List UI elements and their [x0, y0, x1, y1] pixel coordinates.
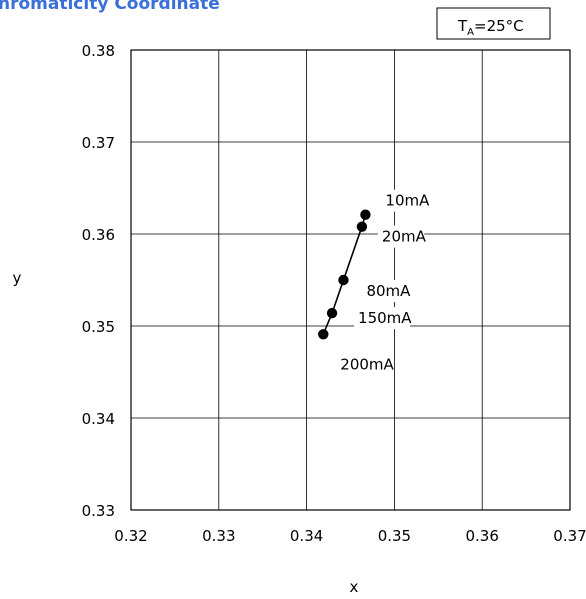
axis-ticks: 0.32 0.33 0.34 0.35 0.36 0.37 0.33 0.34 0.35 0.36…	[82, 42, 586, 545]
point-label: 10mA	[385, 192, 430, 210]
chart-title: hromaticity Coordinate	[0, 0, 220, 14]
data-point	[326, 307, 338, 319]
condition-sub: A	[467, 27, 474, 38]
point-label: 80mA	[366, 282, 411, 300]
y-tick-label: 0.37	[82, 134, 115, 152]
plot-frame	[130, 49, 571, 511]
point-label: 150mA	[358, 309, 412, 327]
x-tick-label: 0.33	[202, 527, 235, 545]
point-labels: 10mA 20mA 80mA 150mA 200mA	[340, 192, 430, 374]
y-tick-label: 0.34	[82, 410, 115, 428]
grid-lines	[131, 50, 570, 510]
data-point	[360, 209, 371, 220]
x-axis-label: x	[350, 578, 359, 596]
condition-main: T	[457, 17, 468, 35]
y-tick-label: 0.38	[82, 42, 115, 60]
point-label-bg	[362, 280, 409, 302]
data-point	[338, 274, 349, 286]
x-tick-label: 0.36	[465, 527, 498, 545]
condition-label: TA=25°C	[457, 17, 524, 38]
y-axis-label: y	[13, 269, 22, 287]
point-label: 200mA	[340, 355, 394, 373]
y-tick-label: 0.33	[82, 502, 115, 520]
point-label-backgrounds	[336, 189, 428, 376]
x-tick-label: 0.37	[553, 527, 586, 545]
y-tick-label: 0.35	[82, 318, 115, 336]
y-tick-label: 0.36	[82, 226, 115, 244]
point-label-bg	[336, 353, 393, 376]
point-label-bg	[354, 307, 411, 330]
x-tick-label: 0.35	[378, 527, 411, 545]
data-point	[318, 329, 329, 340]
condition-box: TA=25°C	[436, 7, 551, 40]
x-tick-label: 0.32	[114, 527, 147, 545]
x-tick-label: 0.34	[290, 527, 323, 545]
data-point	[356, 221, 368, 232]
point-label-bg	[377, 225, 425, 248]
data-series	[318, 209, 371, 340]
point-label-bg	[381, 189, 428, 212]
condition-rest: =25°C	[474, 17, 524, 35]
point-label: 20mA	[382, 228, 427, 246]
